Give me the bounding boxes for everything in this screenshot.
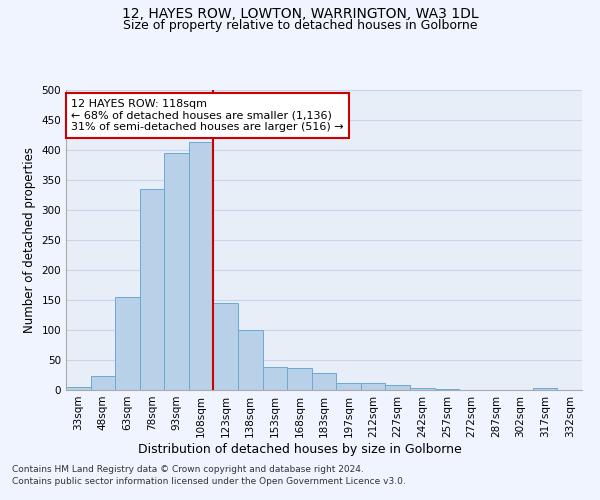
Text: 12 HAYES ROW: 118sqm
← 68% of detached houses are smaller (1,136)
31% of semi-de: 12 HAYES ROW: 118sqm ← 68% of detached h… (71, 99, 344, 132)
Bar (434, 389, 459, 390)
Y-axis label: Number of detached properties: Number of detached properties (23, 147, 36, 333)
Bar (164, 153, 189, 390)
Bar (140, 189, 164, 390)
Bar (312, 373, 336, 390)
Bar (238, 330, 263, 390)
Text: Distribution of detached houses by size in Golborne: Distribution of detached houses by size … (138, 442, 462, 456)
Bar (385, 385, 410, 390)
Bar (214, 303, 238, 390)
Bar (533, 388, 557, 390)
Bar (189, 142, 214, 390)
Bar (115, 297, 140, 390)
Bar (91, 376, 115, 390)
Text: 12, HAYES ROW, LOWTON, WARRINGTON, WA3 1DL: 12, HAYES ROW, LOWTON, WARRINGTON, WA3 1… (122, 8, 478, 22)
Bar (336, 384, 361, 390)
Bar (66, 387, 91, 390)
Text: Contains HM Land Registry data © Crown copyright and database right 2024.: Contains HM Land Registry data © Crown c… (12, 466, 364, 474)
Bar (287, 368, 312, 390)
Text: Size of property relative to detached houses in Golborne: Size of property relative to detached ho… (123, 19, 477, 32)
Bar (263, 367, 287, 390)
Bar (361, 384, 385, 390)
Bar (410, 388, 434, 390)
Text: Contains public sector information licensed under the Open Government Licence v3: Contains public sector information licen… (12, 477, 406, 486)
